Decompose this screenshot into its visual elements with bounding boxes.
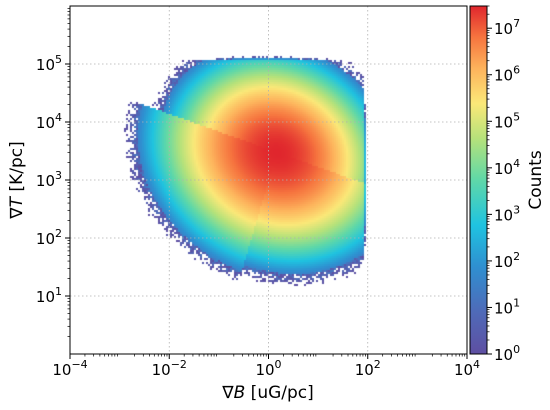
colorbar-tick-label: 106 [494, 64, 520, 85]
y-tick-label: 105 [36, 53, 62, 74]
y-axis: 101 102 103 104 105 [36, 8, 70, 337]
colorbar-axis: 100 101 102 103 104 105 106 107 [487, 5, 520, 364]
colorbar-tick-label: 101 [494, 296, 520, 317]
x-axis-label: ∇B [uG/pc] [221, 383, 314, 403]
colorbar-tick-label: 105 [494, 110, 520, 131]
x-tick-label: 10−4 [52, 358, 87, 379]
x-axis-label-unit: [uG/pc] [245, 383, 313, 403]
y-axis-label: ∇T [K/pc] [7, 141, 27, 219]
colorbar-frame [469, 5, 488, 355]
colorbar-tick-label: 103 [494, 203, 520, 224]
colorbar-tick-label: 102 [494, 250, 520, 271]
x-tick-label: 10−2 [152, 358, 187, 379]
y-tick-label: 103 [36, 169, 62, 190]
y-axis-label-symbol: ∇T [7, 195, 27, 219]
y-axis-label-unit: [K/pc] [7, 141, 27, 197]
x-tick-label: 100 [255, 358, 281, 379]
x-tick-label: 104 [454, 358, 480, 379]
y-tick-label: 102 [36, 227, 62, 248]
colorbar-tick-label: 107 [494, 17, 520, 38]
colorbar-tick-label: 104 [494, 157, 520, 178]
colorbar-tick-label: 100 [494, 343, 520, 364]
y-tick-label: 101 [36, 285, 62, 306]
x-tick-label: 102 [355, 358, 381, 379]
colorbar [470, 6, 487, 354]
x-axis: 10−4 10−2 100 102 104 [52, 354, 480, 379]
y-tick-label: 104 [36, 111, 62, 132]
x-axis-label-symbol: ∇B [221, 383, 245, 403]
colorbar-label: Counts [526, 150, 546, 209]
